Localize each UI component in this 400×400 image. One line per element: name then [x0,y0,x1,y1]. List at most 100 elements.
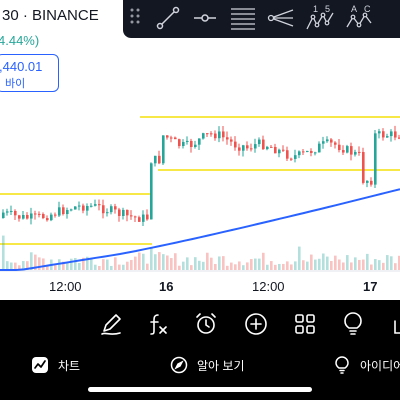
alarm-icon[interactable] [191,309,221,339]
volume-bar [262,252,265,270]
volume-bar [22,261,25,270]
volume-bar [174,253,177,270]
volume-bar [38,257,41,270]
candle-body [230,139,233,142]
buy-price-button[interactable]: ,440.01 바이 [0,54,59,92]
volume-bar [42,258,45,270]
tab-chart-label: 차트 [58,358,81,373]
volume-bar [130,259,133,270]
volume-bar [362,259,365,270]
fx-icon[interactable] [143,309,173,339]
candle-body [130,215,133,217]
share-icon[interactable] [385,309,400,339]
volume-bar [378,260,381,270]
volume-bar [194,257,197,270]
volume-bar [94,264,97,270]
candle-body [210,133,213,135]
pitchfork-icon[interactable] [266,3,296,33]
candle-body [398,137,400,139]
tab-chart[interactable]: 차트 [30,352,80,378]
volume-bar [202,261,205,270]
lightbulb-icon[interactable] [338,309,368,339]
tab-ideas[interactable]: 아이디어 [332,352,400,378]
candle-body [118,209,121,216]
volume-bar [242,265,245,270]
volume-bar [30,252,33,270]
candle-body [262,139,265,150]
candle-body [306,150,309,152]
candlestick-chart[interactable] [0,0,400,300]
tab-explore[interactable]: 알아 보기 [169,352,245,378]
volume-bar [206,252,209,270]
pen-icon[interactable] [96,309,126,339]
volume-bar [214,263,217,270]
candle-body [10,210,13,212]
candle-body [38,213,41,215]
plus-circle-icon[interactable] [241,309,271,339]
candle-body [6,211,9,213]
candle-body [298,151,301,156]
elliott-wave-icon[interactable]: 1 5 [305,3,335,33]
candle-body [78,205,81,207]
volume-bar [126,261,129,270]
volume-bar [14,262,17,270]
xabcd-pattern-icon[interactable]: A C [345,3,375,33]
volume-bar [234,264,237,270]
buy-price-value: ,440.01 [0,59,43,74]
volume-bar [6,261,9,270]
candle-body [90,205,93,207]
volume-bar [186,257,189,270]
volume-bar [390,256,393,270]
candle-body [58,207,61,216]
volume-bar [74,258,77,270]
volume-bar [298,246,301,270]
candle-body [66,210,69,215]
candle-body [330,139,333,143]
candle-body [158,155,161,164]
volume-bar [222,256,225,270]
volume-bar [370,264,373,270]
wave-label-1: 1 [313,4,318,14]
candle-body [126,209,129,216]
grid-icon[interactable] [290,309,320,339]
volume-bar [270,261,273,270]
candle-body [186,140,189,142]
volume-bar [86,256,89,270]
tab-ideas-label: 아이디어 [360,358,400,373]
compass-icon [169,355,189,375]
candle-body [294,155,297,159]
candle-body [238,147,241,151]
volume-bar [278,263,281,270]
volume-bar [246,262,249,270]
volume-bar [342,262,345,270]
trend-line-icon[interactable] [153,3,183,33]
volume-bar [386,255,389,270]
candle-body [214,133,217,139]
volume-bar [10,262,13,270]
candle-body [106,212,109,214]
candle-body [154,155,157,164]
candle-body [134,216,137,218]
volume-bar [34,254,37,270]
drag-handle-icon[interactable] [129,7,143,29]
volume-bar [354,257,357,270]
candle-body [102,205,105,214]
x-axis-label-3: 12:00 [252,279,285,294]
candle-body [254,144,257,149]
idea-icon [332,355,352,375]
horizontal-ray-icon[interactable] [190,3,220,33]
volume-bar [306,261,309,270]
candle-body [374,133,377,185]
volume-bar [282,263,285,270]
volume-bar [398,255,400,270]
volume-bar [2,235,5,270]
candle-body [22,214,25,219]
candle-body [338,144,341,151]
chart-area[interactable]: 30 · BINANCE 4.44%) ,440.01 바이 12:00 16 … [0,0,400,300]
candle-body [270,146,273,148]
candle-body [234,141,237,148]
fib-retracement-icon[interactable] [228,3,258,33]
candle-body [226,137,229,140]
tab-explore-label: 알아 보기 [197,358,245,373]
volume-bar [346,255,349,270]
